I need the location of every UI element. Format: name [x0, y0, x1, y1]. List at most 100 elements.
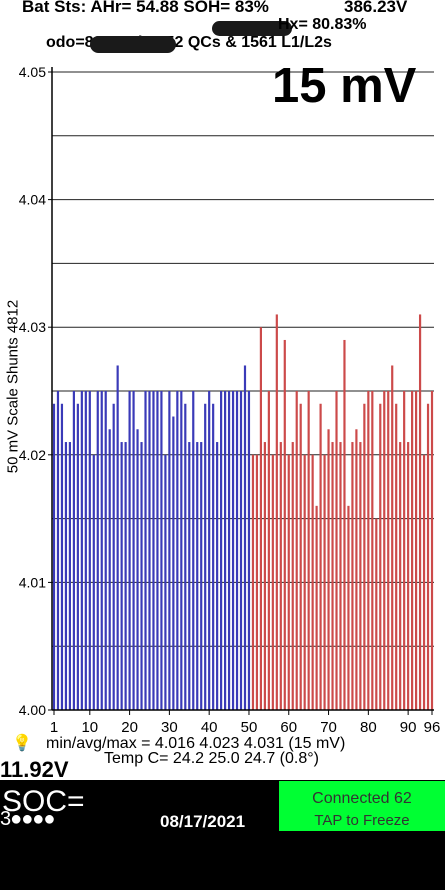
- chart-bar: [72, 391, 75, 710]
- x-tick-label: 40: [201, 719, 218, 736]
- chart-bar: [152, 391, 155, 710]
- chart-bar: [243, 365, 247, 710]
- chart-bar: [223, 391, 227, 710]
- connect-button-subtext: TAP to Freeze: [314, 812, 410, 829]
- chart-bar: [418, 314, 422, 710]
- chart-bar: [192, 391, 195, 710]
- chart-bar: [355, 429, 358, 710]
- chart-bar: [335, 391, 338, 710]
- chart-bar: [160, 391, 163, 710]
- x-tick-label: 60: [280, 719, 297, 736]
- chart-bar: [307, 391, 310, 710]
- chart-bar: [411, 391, 414, 710]
- chart-bar: [259, 327, 263, 710]
- chart-bar: [399, 442, 402, 710]
- chart-bar: [391, 365, 394, 710]
- chart-bar: [188, 442, 191, 710]
- chart-bar: [136, 429, 139, 710]
- y-tick-label: 4.00: [19, 702, 46, 718]
- chart-bar: [275, 314, 278, 710]
- chart-bar: [407, 442, 410, 710]
- chart-bar: [422, 454, 426, 710]
- pack-voltage: 386.23V: [344, 0, 408, 16]
- chart-bar: [156, 391, 159, 710]
- connect-button-label: Connected 62: [312, 790, 412, 807]
- chart-bar: [80, 391, 83, 710]
- battery-summary: Bat Sts: AHr= 54.88 SOH= 83%: [22, 0, 269, 16]
- temperature-readout: Temp C= 24.2 25.0 24.7 (0.8°): [104, 750, 319, 767]
- chart-bar: [52, 403, 56, 710]
- chart-bar: [347, 505, 350, 710]
- x-tick-label: 96: [424, 719, 441, 736]
- chart-bar: [176, 391, 179, 710]
- chart-bar: [271, 454, 274, 710]
- chart-bar: [315, 505, 318, 710]
- chart-bar: [323, 454, 326, 710]
- y-tick-label: 4.01: [19, 574, 46, 590]
- cell-voltage-chart[interactable]: 4.00 4.01 4.02 4.03 4.04 4.05 1 10 20 30 40 50 60 70 8…: [0, 0, 445, 780]
- x-tick-label: 70: [320, 719, 337, 736]
- chart-bar: [339, 442, 342, 710]
- chart-bar: [359, 442, 362, 710]
- chart-bar: [311, 454, 314, 710]
- chart-bar: [212, 403, 215, 710]
- chart-bar: [367, 391, 370, 710]
- x-tick-label: 20: [121, 719, 138, 736]
- chart-bar: [148, 391, 151, 710]
- chart-bar: [279, 442, 282, 710]
- x-tick-label: 30: [161, 719, 178, 736]
- chart-bar: [395, 403, 398, 710]
- date-display: 08/17/2021: [160, 812, 246, 831]
- chart-bar: [331, 442, 334, 710]
- x-tick-label: 50: [241, 719, 258, 736]
- aux-battery-voltage: 11.92V: [0, 757, 69, 782]
- x-tick-label: 80: [360, 719, 377, 736]
- chart-bar: [403, 391, 406, 710]
- chart-bar: [387, 391, 390, 710]
- chart-bar: [375, 518, 378, 710]
- chart-bar: [196, 442, 199, 710]
- chart-bar: [104, 391, 107, 710]
- chart-bar: [116, 365, 119, 710]
- chart-bar: [56, 391, 60, 710]
- chart-bar: [299, 403, 302, 710]
- chart-bar: [180, 391, 183, 710]
- chart-bar: [255, 454, 259, 710]
- chart-bar: [220, 391, 223, 710]
- soc-indicator: 3●●●●: [0, 808, 55, 830]
- y-tick-label: 4.03: [19, 319, 46, 335]
- chart-bar: [184, 403, 187, 710]
- chart-bar: [235, 391, 239, 710]
- chart-bar: [112, 403, 115, 710]
- redaction-mark: [90, 36, 176, 53]
- hx-value: Hx= 80.83%: [278, 16, 367, 33]
- chart-bar: [379, 403, 382, 710]
- chart-bar: [120, 442, 123, 710]
- scale-label: 15 mV: [272, 59, 417, 113]
- chart-bar: [414, 391, 418, 710]
- chart-bar: [239, 391, 243, 710]
- lightbulb-icon[interactable]: 💡: [12, 735, 32, 752]
- y-tick-label: 4.02: [19, 447, 46, 463]
- chart-bar: [247, 391, 251, 710]
- chart-bar: [363, 403, 366, 710]
- chart-bar: [88, 391, 91, 710]
- chart-bar: [144, 391, 147, 710]
- y-axis-label: 50 mV Scale Shunts 4812: [4, 299, 22, 474]
- chart-bar: [426, 403, 430, 710]
- chart-bar: [351, 442, 354, 710]
- chart-bar: [208, 391, 211, 710]
- chart-bar: [251, 454, 255, 710]
- redaction-mark: [212, 21, 292, 36]
- chart-bar: [303, 454, 306, 710]
- min-avg-max: min/avg/max = 4.016 4.023 4.031 (15 mV): [46, 735, 346, 752]
- chart-bar: [84, 391, 87, 710]
- chart-bar: [283, 339, 286, 710]
- chart-bar: [430, 391, 434, 710]
- chart-bar: [327, 429, 330, 710]
- connect-button[interactable]: Connected 62 TAP to Freeze: [279, 781, 445, 831]
- x-tick-label: 90: [400, 719, 417, 736]
- chart-bar: [216, 442, 219, 710]
- y-tick-label: 4.05: [19, 64, 46, 80]
- chart-bar: [263, 442, 266, 710]
